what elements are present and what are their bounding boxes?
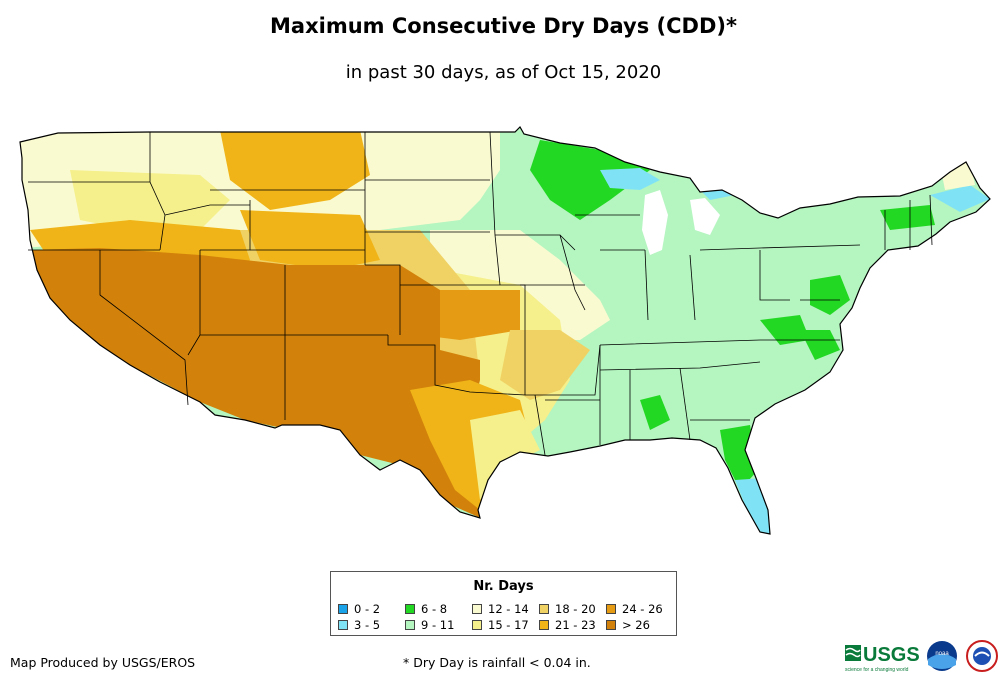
legend-label: 24 - 26 <box>622 602 663 616</box>
usgs-tagline: science for a changing world <box>845 667 909 673</box>
legend-swatch <box>405 620 415 630</box>
state-boundaries <box>28 131 933 456</box>
zone-6-8-va <box>760 315 810 345</box>
nws-logo <box>966 640 998 672</box>
legend-item: 12 - 14 <box>472 602 529 616</box>
legend-item: 24 - 26 <box>606 602 663 616</box>
cdd-raster <box>20 127 990 534</box>
legend-item: 15 - 17 <box>472 618 529 632</box>
legend-label: 21 - 23 <box>555 618 596 632</box>
legend-label: 0 - 2 <box>354 602 381 616</box>
legend-item: 9 - 11 <box>405 618 454 632</box>
legend-swatch <box>472 604 482 614</box>
legend-swatch <box>472 620 482 630</box>
legend-swatch <box>338 620 348 630</box>
legend-item: 18 - 20 <box>539 602 596 616</box>
zone-3-5-florida <box>735 478 770 534</box>
usgs-wordmark: USGS <box>863 644 920 666</box>
zone-21-23-wyoming <box>240 210 380 270</box>
legend-label: 9 - 11 <box>421 618 455 632</box>
lake-huron <box>690 198 720 235</box>
us-outline <box>19 126 991 535</box>
legend-item: 3 - 5 <box>338 618 380 632</box>
legend-label: 12 - 14 <box>488 602 529 616</box>
zone-3-5-maine <box>930 185 990 212</box>
legend-item: 6 - 8 <box>405 602 447 616</box>
legend-swatch <box>338 604 348 614</box>
agency-logos: USGS science for a changing world noaa <box>845 640 998 673</box>
legend-swatch <box>405 604 415 614</box>
zone-15-17-east-texas <box>470 410 540 500</box>
zone-over-26-southwest <box>28 248 485 520</box>
noaa-wordmark: noaa <box>935 651 949 657</box>
map-subtitle: in past 30 days, as of Oct 15, 2020 <box>345 62 662 83</box>
zone-6-8-nc <box>800 330 840 360</box>
legend-swatch <box>539 604 549 614</box>
legend-swatch <box>606 604 616 614</box>
legend-item: 0 - 2 <box>338 602 380 616</box>
legend-label: 3 - 5 <box>354 618 381 632</box>
legend-label: 15 - 17 <box>488 618 529 632</box>
zone-6-8-ne <box>880 205 935 230</box>
zone-3-5-superior <box>600 168 660 190</box>
legend-swatch <box>606 620 616 630</box>
legend-title: Nr. Days <box>473 579 534 594</box>
map-title: Maximum Consecutive Dry Days (CDD)* <box>270 14 737 38</box>
zone-6-8-md <box>810 275 850 315</box>
zone-18-20-ozark <box>500 330 590 400</box>
legend-label: > 26 <box>622 618 650 632</box>
zone-15-17-idaho <box>70 170 230 232</box>
zone-21-23-texas <box>410 380 530 510</box>
legend-item: > 26 <box>606 618 650 632</box>
legend-swatch <box>539 620 549 630</box>
lake-michigan <box>642 190 668 255</box>
noaa-logo: noaa <box>927 641 957 671</box>
footnote-text: * Dry Day is rainfall < 0.04 in. <box>403 655 591 670</box>
legend-label: 6 - 8 <box>421 602 448 616</box>
credit-text: Map Produced by USGS/EROS <box>10 655 196 670</box>
legend: Nr. Days 0 - 2 3 - 5 6 - 8 9 - 11 12 - 14 15 … <box>330 571 677 636</box>
usgs-logo: USGS science for a changing world <box>845 644 920 673</box>
legend-label: 18 - 20 <box>555 602 596 616</box>
zone-6-8-alabama <box>640 395 670 430</box>
legend-item: 21 - 23 <box>539 618 596 632</box>
